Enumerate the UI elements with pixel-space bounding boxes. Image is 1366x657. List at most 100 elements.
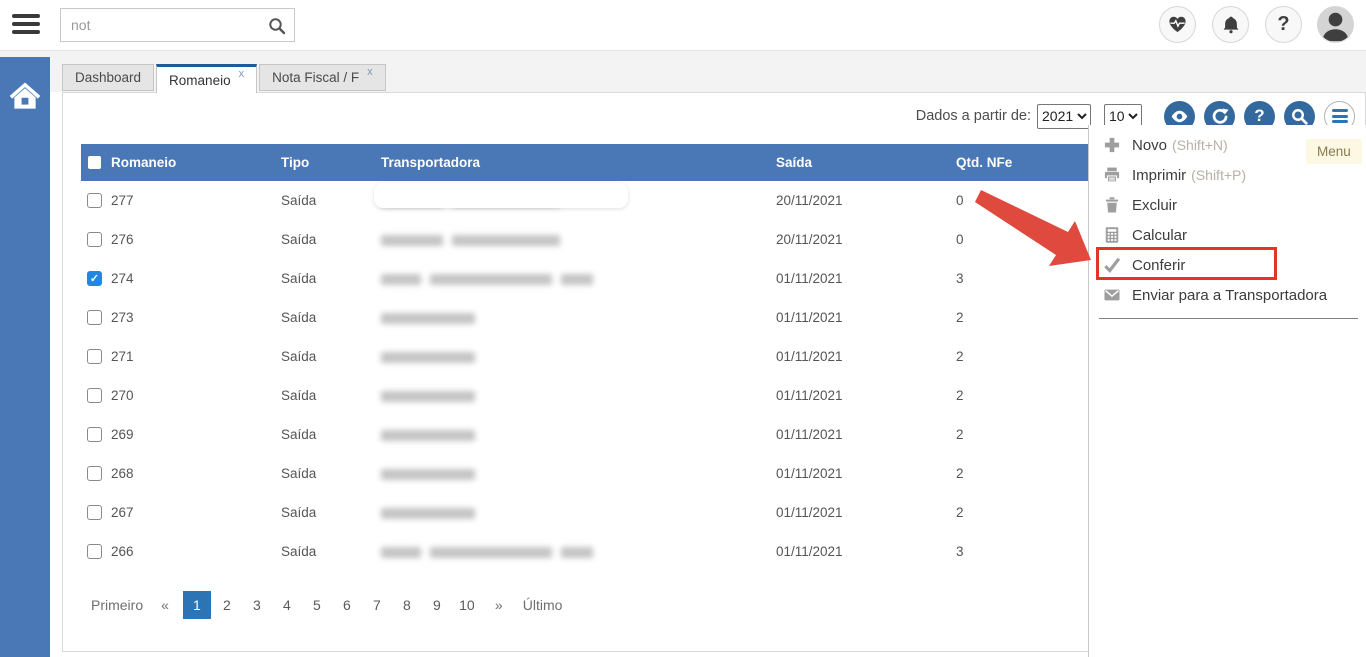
- year-select[interactable]: 2021: [1037, 103, 1091, 129]
- table-row[interactable]: 270 Saída 01/11/2021 2: [81, 376, 1089, 415]
- redacted-text: [561, 273, 593, 285]
- page-size-select[interactable]: 10: [1104, 103, 1142, 129]
- table-row[interactable]: 268 Saída 01/11/2021 2: [81, 454, 1089, 493]
- plus-icon: [1103, 136, 1122, 155]
- pagination-page-5[interactable]: 5: [313, 597, 321, 613]
- help-button[interactable]: ?: [1265, 6, 1302, 43]
- tab-label: Nota Fiscal / F: [272, 70, 360, 85]
- redacted-text: [381, 546, 421, 558]
- redacted-text: [381, 429, 475, 441]
- pagination-page-10[interactable]: 10: [459, 597, 475, 613]
- romaneio-panel: Dados a partir de: 2021 10 ?: [62, 92, 1366, 652]
- home-icon: [9, 82, 41, 109]
- pagination-next-icon[interactable]: »: [494, 597, 503, 613]
- row-checkbox[interactable]: ✓: [87, 271, 102, 286]
- pagination-page-1[interactable]: 1: [182, 591, 211, 619]
- menu-item-label: Imprimir: [1132, 166, 1187, 184]
- pagination-page-2[interactable]: 2: [223, 597, 231, 613]
- pagination-page-9[interactable]: 9: [433, 597, 441, 613]
- notifications-button[interactable]: [1212, 6, 1249, 43]
- table-row[interactable]: 277 Saída 20/11/2021 0: [81, 181, 1089, 220]
- tab-close-icon[interactable]: x: [367, 65, 373, 78]
- menu-item-shortcut: (Shift+P): [1191, 167, 1247, 183]
- table-row[interactable]: 267 Saída 01/11/2021 2: [81, 493, 1089, 532]
- menu-toggle-icon: [1331, 108, 1348, 112]
- heart-pulse-icon: [1169, 16, 1186, 33]
- romaneio-table: Romaneio Tipo Transportadora Saída Qtd. …: [81, 144, 1089, 571]
- printer-icon: [1103, 166, 1122, 185]
- tab-label: Dashboard: [75, 70, 142, 85]
- home-button[interactable]: [8, 79, 42, 111]
- table-row[interactable]: 271 Saída 01/11/2021 2: [81, 337, 1089, 376]
- pagination-page-7[interactable]: 7: [373, 597, 381, 613]
- pagination-page-6[interactable]: 6: [343, 597, 351, 613]
- redacted-text: [430, 273, 552, 285]
- redacted-text: [381, 273, 421, 285]
- menu-item-excluir[interactable]: Excluir: [1089, 190, 1366, 220]
- health-status-button[interactable]: [1159, 6, 1196, 43]
- search-icon: [1292, 108, 1308, 125]
- menu-item-label: Novo: [1132, 136, 1168, 154]
- menu-item-conferir[interactable]: Conferir: [1089, 250, 1366, 280]
- pagination: Primeiro « 1 2 3 4 5 6 7 8 9 10 » Último: [91, 591, 580, 619]
- pagination-first[interactable]: Primeiro: [91, 597, 144, 613]
- redacted-text: [381, 351, 475, 363]
- tab-label: Romaneio: [169, 72, 231, 88]
- pagination-page-4[interactable]: 4: [283, 597, 291, 613]
- table-row[interactable]: 276 Saída 20/11/2021 0: [81, 220, 1089, 259]
- menu-item-imprimir[interactable]: Imprimir (Shift+P): [1089, 160, 1366, 190]
- search-icon[interactable]: [267, 16, 287, 36]
- row-checkbox[interactable]: [87, 193, 102, 208]
- filter-label: Dados a partir de:: [915, 108, 1031, 124]
- column-header-qtd-nfe[interactable]: Qtd. NFe: [956, 144, 1089, 181]
- left-sidebar: [0, 57, 50, 657]
- pagination-last[interactable]: Último: [522, 597, 563, 613]
- row-checkbox[interactable]: [87, 466, 102, 481]
- menu-item-calcular[interactable]: Calcular: [1089, 220, 1366, 250]
- tab-nota-fiscal-f[interactable]: Nota Fiscal / F x: [259, 64, 386, 91]
- table-row[interactable]: 266 Saída 01/11/2021 3: [81, 532, 1089, 571]
- refresh-icon: [1212, 107, 1229, 124]
- calculator-icon: [1103, 226, 1122, 245]
- menu-item-novo[interactable]: Novo (Shift+N): [1089, 130, 1366, 160]
- table-row[interactable]: 269 Saída 01/11/2021 2: [81, 415, 1089, 454]
- menu-item-label: Excluir: [1132, 196, 1178, 214]
- redacted-text: [561, 546, 593, 558]
- row-checkbox[interactable]: [87, 505, 102, 520]
- trash-icon: [1103, 196, 1122, 215]
- row-checkbox[interactable]: [87, 349, 102, 364]
- row-checkbox[interactable]: [87, 310, 102, 325]
- question-mark-icon: ?: [1277, 13, 1290, 35]
- tab-romaneio[interactable]: Romaneio x: [156, 64, 258, 93]
- top-bar: ?: [0, 0, 1366, 50]
- tab-close-icon[interactable]: x: [238, 68, 245, 80]
- search-input[interactable]: [61, 9, 261, 41]
- select-all-checkbox[interactable]: [88, 156, 101, 169]
- menu-item-label: Calcular: [1132, 226, 1188, 244]
- pagination-page-3[interactable]: 3: [253, 597, 261, 613]
- user-avatar[interactable]: [1317, 6, 1354, 43]
- row-checkbox[interactable]: [87, 388, 102, 403]
- redacted-text: [381, 390, 475, 402]
- table-row[interactable]: ✓ 274 Saída 01/11/2021 3: [81, 259, 1089, 298]
- redacted-text: [430, 546, 552, 558]
- column-header-romaneio[interactable]: Romaneio: [111, 144, 281, 181]
- menu-item-label: Enviar para a Transportadora: [1132, 286, 1328, 304]
- hamburger-menu-icon[interactable]: [12, 14, 42, 36]
- column-header-transportadora[interactable]: Transportadora: [381, 144, 776, 181]
- menu-item-enviar-para-a-transportadora[interactable]: Enviar para a Transportadora: [1089, 280, 1366, 310]
- pagination-prev-icon[interactable]: «: [161, 597, 169, 613]
- column-header-saida[interactable]: Saída: [776, 144, 956, 181]
- redacted-text: [381, 507, 475, 519]
- row-checkbox[interactable]: [87, 544, 102, 559]
- row-checkbox[interactable]: [87, 232, 102, 247]
- bell-icon: [1223, 16, 1238, 33]
- pagination-page-8[interactable]: 8: [403, 597, 411, 613]
- tab-dashboard[interactable]: Dashboard: [62, 64, 155, 91]
- row-checkbox[interactable]: [87, 427, 102, 442]
- column-header-tipo[interactable]: Tipo: [281, 144, 381, 181]
- menu-divider: [1099, 318, 1358, 319]
- table-row[interactable]: 273 Saída 01/11/2021 2: [81, 298, 1089, 337]
- menu-item-label: Conferir: [1132, 256, 1186, 274]
- redacted-text: [381, 312, 475, 324]
